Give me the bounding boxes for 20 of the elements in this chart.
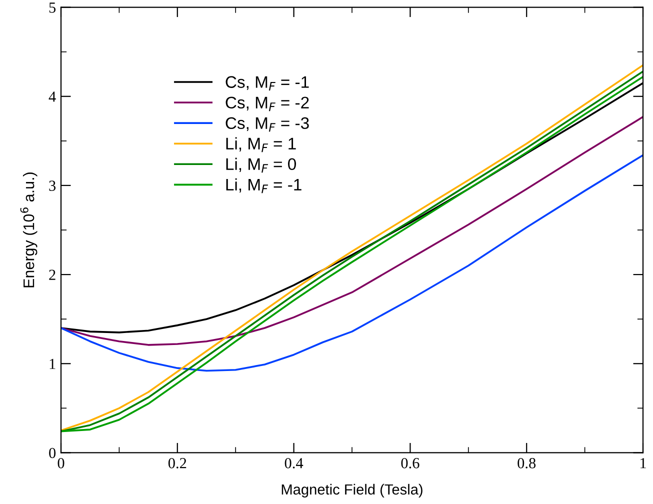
legend-label: Cs, M$_{F}$ = -1: [226, 76, 309, 91]
legend-label: Cs, M$_{F}$ = -3: [226, 117, 309, 132]
y-tick-label: 2: [49, 270, 56, 280]
x-tick-label: 0.8: [518, 458, 536, 468]
legend-label: Li, M$_{F}$ = -1: [226, 178, 302, 194]
legend-label: Li, M$_{F}$ = 0: [226, 158, 296, 173]
y-tick-label: 5: [49, 2, 56, 13]
x-tick-label: 1: [640, 458, 646, 468]
legend-label: Li, M$_{F}$ = 1: [226, 137, 296, 152]
y-tick-label: 1: [50, 358, 56, 369]
y-tick-label: 4: [48, 92, 56, 102]
y-axis-title: Energy (10$^{6}$ a.u.): [20, 172, 38, 288]
x-tick-label: 0.6: [401, 458, 420, 468]
x-tick-label: 0.2: [168, 458, 186, 468]
x-tick-label: 0.4: [284, 458, 304, 468]
legend-label: Cs, M$_{F}$ = -2: [226, 96, 309, 112]
x-axis-title: Magnetic Field (Tesla): [282, 484, 422, 498]
x-tick-label: 0: [58, 458, 64, 468]
y-tick-label: 3: [49, 180, 56, 191]
y-tick-label: 0: [49, 448, 56, 458]
